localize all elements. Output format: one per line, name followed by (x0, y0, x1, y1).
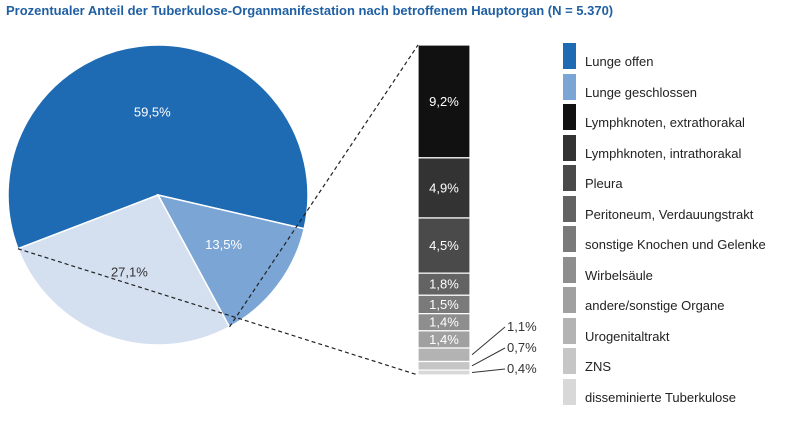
legend-swatch (563, 73, 576, 100)
pie-slice-lunge-offen (7, 44, 309, 250)
legend-swatch (563, 165, 576, 191)
legend-swatch (563, 378, 576, 405)
legend-swatch (563, 104, 576, 130)
bar-segment-disseminierte-tuberkulose (417, 369, 471, 376)
legend-swatch (563, 348, 576, 374)
bar-label-disseminierte-tuberkulose: 0,4% (507, 361, 537, 376)
bar-segment-pleura (417, 217, 471, 274)
legend-label: Pleura (585, 176, 623, 191)
legend: Lunge offen Lunge geschlossen Lymphknoten,… (563, 40, 798, 406)
bar-label-lymphknoten-extrathorakal: 9,2% (429, 94, 459, 109)
pie-slice-extrapulmonal (16, 194, 231, 346)
legend-label: Lymphknoten, intrathorakal (585, 145, 742, 161)
legend-item-urogenitaltrakt: Urogenitaltrakt (563, 315, 798, 346)
legend-item-andere-sonstige-organe: andere/sonstige Organe (563, 284, 798, 315)
pie-label-lunge-offen: 59,5% (134, 105, 171, 120)
bar-label-peritoneum-verdauungstrakt: 1,8% (429, 277, 459, 292)
legend-item-zns: ZNS (563, 345, 798, 376)
legend-item-lymphknoten-intrathorakal: Lymphknoten, intrathorakal (563, 132, 798, 163)
legend-label: Lunge geschlossen (585, 84, 698, 100)
legend-swatch (563, 226, 576, 252)
bar-label-wirbelsaeule: 1,4% (429, 315, 459, 330)
legend-item-lymphknoten-extrathorakal: Lymphknoten, extrathorakal (563, 101, 798, 132)
legend-swatch (563, 256, 576, 283)
legend-item-lunge-geschlossen: Lunge geschlossen (563, 71, 798, 102)
legend-label: ZNS (585, 359, 611, 374)
chart-title: Prozentualer Anteil der Tuberkulose-Orga… (6, 3, 614, 18)
legend-item-disseminierte-tuberkulose: disseminierte Tuberkulose (563, 376, 798, 407)
leader-line-urogenitaltrakt (471, 326, 506, 356)
bar-label-andere-sonstige-organe: 1,4% (429, 332, 459, 347)
connector-line-top (229, 44, 419, 328)
legend-item-sonstige-knochen-und-gelenke: sonstige Knochen und Gelenke (563, 223, 798, 254)
legend-swatch (563, 134, 576, 161)
legend-swatch (563, 43, 576, 69)
legend-label: sonstige Knochen und Gelenke (585, 237, 766, 252)
legend-swatch (563, 195, 576, 222)
bar-segment-urogenitaltrakt (417, 347, 471, 363)
legend-label: Lymphknoten, extrathorakal (585, 115, 745, 130)
leader-line-disseminierte-tuberkulose (471, 368, 506, 373)
bar-segment-lymphknoten-extrathorakal (417, 44, 471, 159)
pie-label-lunge-geschlossen: 13,5% (205, 237, 242, 252)
legend-label: Urogenitaltrakt (585, 328, 670, 344)
legend-item-peritoneum-verdauungstrakt: Peritoneum, Verdauungstrakt (563, 193, 798, 224)
legend-label: Wirbelsäule (585, 267, 653, 283)
legend-item-lunge-offen: Lunge offen (563, 40, 798, 71)
legend-label: andere/sonstige Organe (585, 298, 725, 313)
legend-label: Lunge offen (585, 54, 654, 69)
legend-label: Peritoneum, Verdauungstrakt (585, 206, 754, 222)
legend-swatch (563, 287, 576, 313)
bar-label-zns: 0,7% (507, 340, 537, 355)
pie-slice-lunge-geschlossen (156, 193, 306, 328)
pie-label-extrapulmonal: 27,1% (111, 264, 148, 279)
bar-label-urogenitaltrakt: 1,1% (507, 319, 537, 334)
bar-label-sonstige-knochen-und-gelenke: 1,5% (429, 297, 459, 312)
leader-line-zns (471, 347, 506, 367)
legend-label: disseminierte Tuberkulose (585, 389, 737, 405)
legend-item-wirbelsaeule: Wirbelsäule (563, 254, 798, 285)
bar-segment-zns (417, 360, 471, 371)
bar-label-pleura: 4,5% (429, 238, 459, 253)
bar-label-lymphknoten-intrathorakal: 4,9% (429, 180, 459, 195)
legend-swatch (563, 317, 576, 344)
legend-item-pleura: Pleura (563, 162, 798, 193)
